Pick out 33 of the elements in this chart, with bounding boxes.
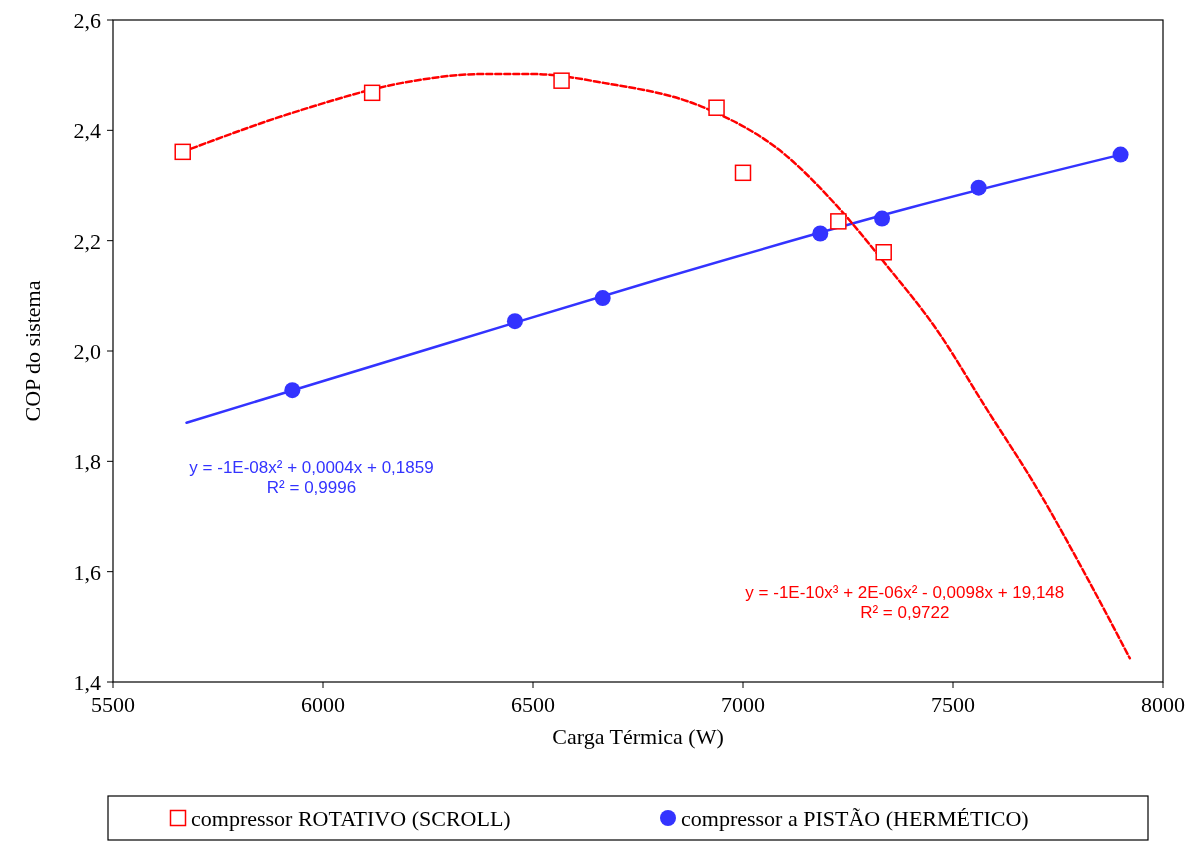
x-tick-label: 6000 <box>301 692 345 717</box>
x-tick-label: 6500 <box>511 692 555 717</box>
y-tick-label: 2,4 <box>73 118 101 144</box>
legend-label: compressor ROTATIVO (SCROLL) <box>191 806 511 831</box>
x-axis-title: Carga Térmica (W) <box>552 724 724 749</box>
point <box>363 84 381 102</box>
point <box>812 225 829 242</box>
y-tick-label: 2,0 <box>73 339 101 364</box>
legend-label: compressor a PISTÃO (HERMÉTICO) <box>681 806 1029 831</box>
y-tick-label: 2,6 <box>73 8 101 33</box>
y-tick-label: 1,6 <box>73 559 101 585</box>
y-tick-label: 2,2 <box>73 228 101 254</box>
x-tick-label: 5500 <box>91 692 135 717</box>
point <box>708 99 725 116</box>
point <box>734 164 752 182</box>
point <box>875 244 892 261</box>
y-tick-label: 1,8 <box>73 449 101 475</box>
y-axis-title: COP do sistema <box>20 280 45 422</box>
x-tick-label: 8000 <box>1141 692 1185 717</box>
point <box>874 210 891 227</box>
point <box>174 143 191 161</box>
annotation: y = -1E-08x² + 0,0004x + 0,1859 R² = 0,9996 <box>189 457 434 497</box>
point <box>506 313 523 330</box>
point <box>970 179 987 196</box>
point <box>284 382 301 399</box>
x-tick-label: 7500 <box>931 692 975 717</box>
point <box>553 72 570 89</box>
x-tick-label: 7000 <box>721 692 765 717</box>
point <box>594 290 611 307</box>
annotation: y = -1E-10x³ + 2E-06x² - 0,0098x + 19,148 R² = 0,9722 <box>745 583 1065 623</box>
y-tick-label: 1,4 <box>73 670 101 695</box>
point <box>1112 146 1129 163</box>
point <box>830 213 847 230</box>
